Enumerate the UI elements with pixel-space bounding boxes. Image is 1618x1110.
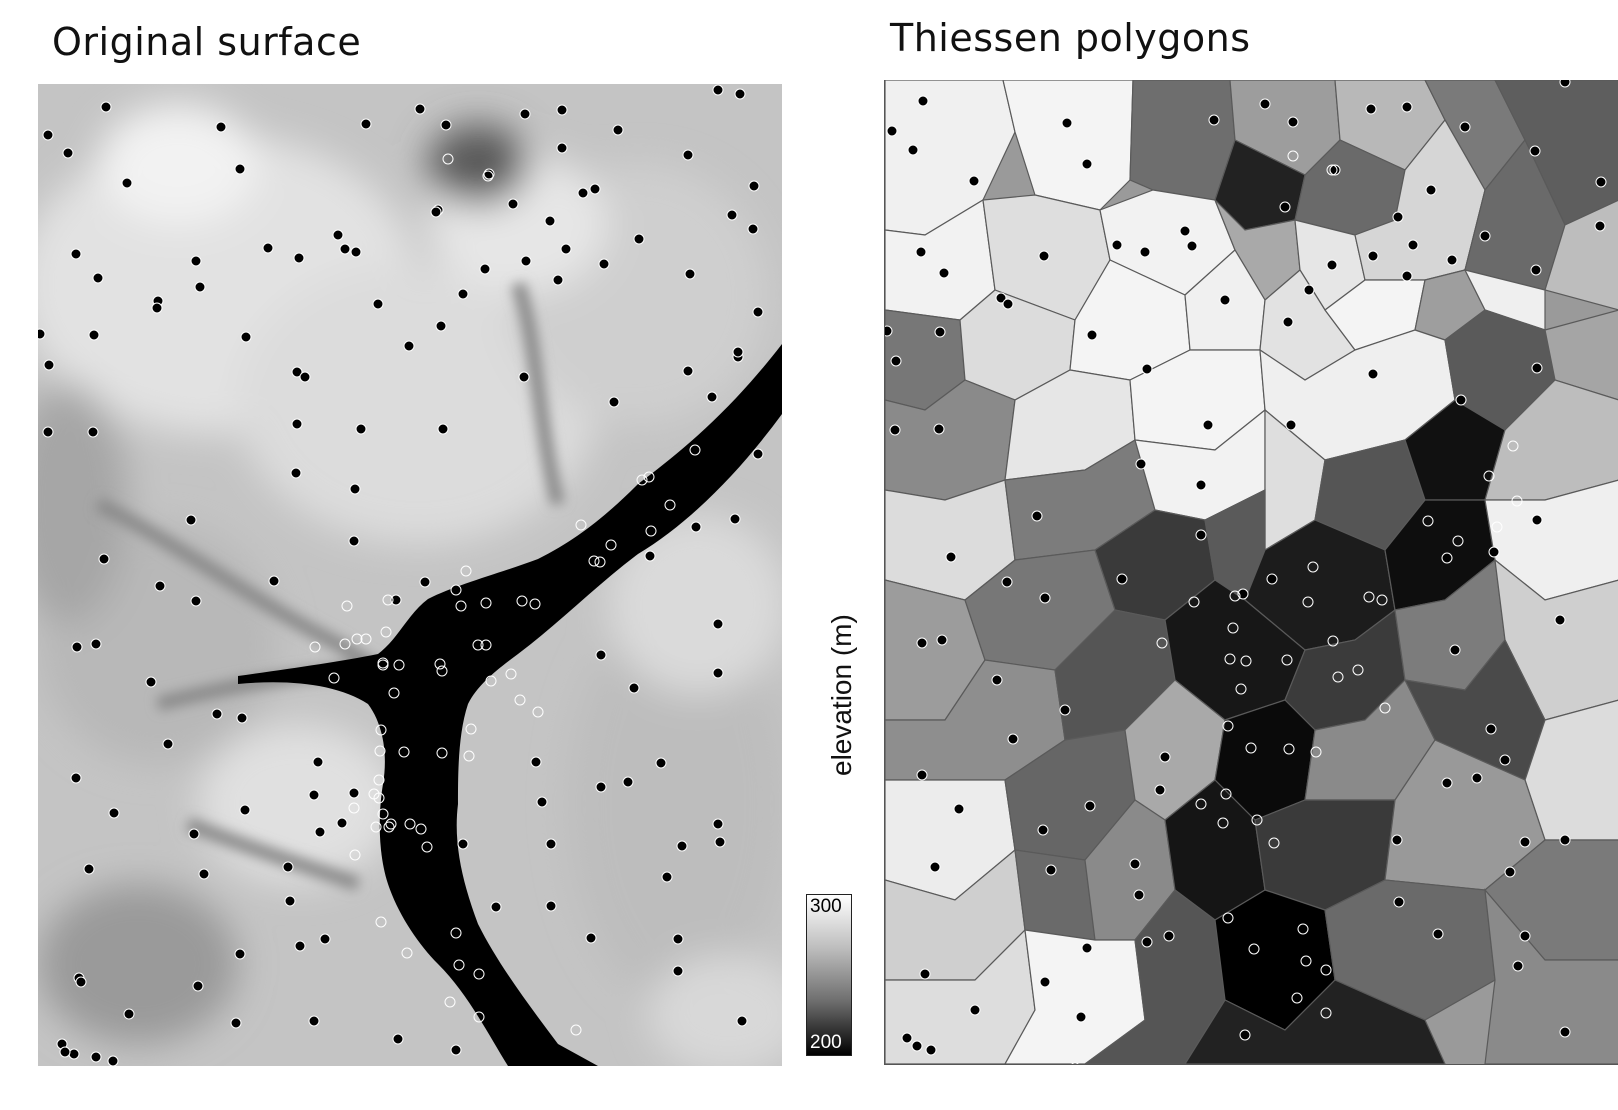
river-network (238, 344, 782, 1066)
colorbar-label: elevation (m) (826, 614, 857, 776)
thiessen-polygons-map (884, 80, 1618, 1065)
colorbar-max-label: 300 (810, 896, 842, 917)
original-surface-title: Original surface (52, 20, 362, 64)
voronoi-polygons (885, 80, 1618, 1064)
original-surface-map (38, 84, 782, 1066)
elevation-colorbar: 300 200 (804, 894, 852, 1056)
sample-points-left (38, 84, 764, 1066)
colorbar-min-label: 200 (810, 1032, 842, 1053)
sample-points-right (885, 80, 1607, 1064)
thiessen-polygons-title: Thiessen polygons (890, 16, 1251, 60)
colorbar-gradient (806, 894, 852, 1056)
